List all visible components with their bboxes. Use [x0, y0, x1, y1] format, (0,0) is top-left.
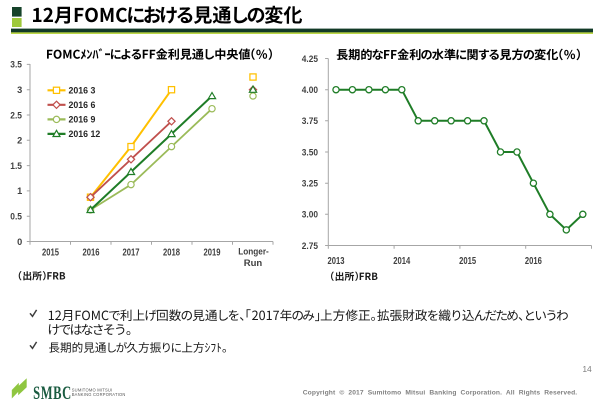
svg-text:2.5: 2.5 [10, 110, 22, 120]
svg-text:2015: 2015 [42, 248, 59, 259]
svg-text:Run: Run [244, 258, 263, 269]
svg-text:2018: 2018 [163, 248, 180, 259]
svg-text:2016 3: 2016 3 [69, 86, 96, 96]
svg-text:2.75: 2.75 [302, 241, 318, 251]
svg-text:2019: 2019 [204, 248, 221, 259]
svg-text:Longer-: Longer- [238, 247, 269, 258]
svg-text:3.50: 3.50 [302, 147, 318, 157]
svg-text:3.75: 3.75 [302, 116, 318, 126]
svg-text:2013: 2013 [328, 256, 345, 267]
svg-text:BANKING CORPORATION: BANKING CORPORATION [72, 392, 126, 397]
svg-text:2014: 2014 [393, 256, 410, 267]
svg-text:4.25: 4.25 [302, 54, 318, 64]
svg-text:2016: 2016 [525, 256, 542, 267]
svg-text:0.5: 0.5 [10, 212, 22, 222]
svg-text:4.00: 4.00 [302, 85, 318, 95]
svg-text:3.25: 3.25 [302, 179, 318, 189]
svg-text:Copyright © 2017 Sumitomo Mits: Copyright © 2017 Sumitomo Mitsui Banking… [303, 388, 578, 396]
svg-text:2016 9: 2016 9 [69, 115, 96, 125]
svg-text:3.5: 3.5 [10, 60, 22, 70]
svg-text:1.5: 1.5 [10, 161, 22, 171]
svg-text:0: 0 [17, 237, 22, 247]
svg-text:14: 14 [582, 364, 592, 374]
svg-text:3: 3 [17, 85, 22, 95]
svg-text:SUMITOMO MITSUI: SUMITOMO MITSUI [72, 388, 113, 393]
svg-text:2016 6: 2016 6 [69, 100, 96, 110]
svg-text:3.00: 3.00 [302, 210, 318, 220]
svg-text:2: 2 [17, 136, 22, 146]
svg-text:2016 12: 2016 12 [69, 129, 101, 139]
svg-text:2016: 2016 [83, 248, 100, 259]
svg-text:SMBC: SMBC [33, 384, 72, 404]
svg-text:1: 1 [17, 186, 22, 196]
svg-text:2017: 2017 [123, 248, 140, 259]
svg-text:2015: 2015 [459, 256, 476, 267]
